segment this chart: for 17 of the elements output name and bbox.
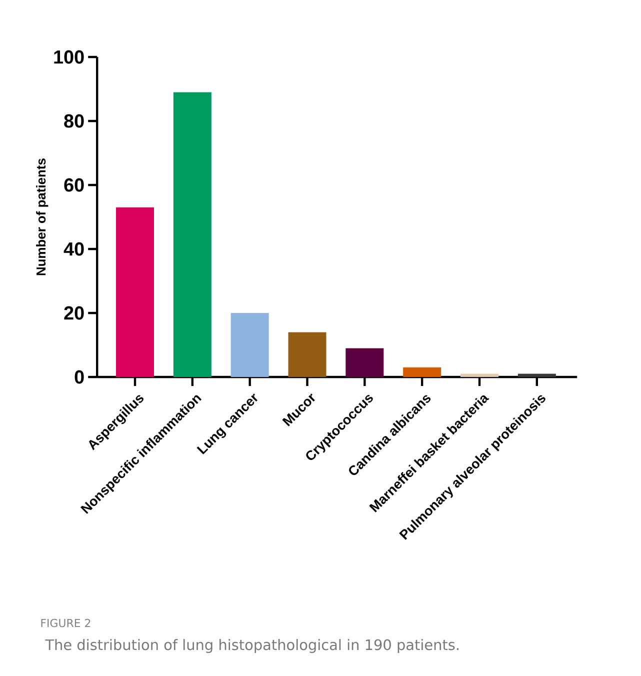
bar <box>460 374 498 378</box>
y-tick-label: 60 <box>64 178 84 192</box>
y-tick-label: 100 <box>54 50 84 64</box>
bar <box>173 92 212 378</box>
y-axis-title: Number of patients <box>36 158 48 276</box>
bar <box>288 332 326 378</box>
bar <box>116 207 154 378</box>
caption: FIGURE 2 <box>41 618 90 628</box>
y-tick-label: 80 <box>64 114 84 128</box>
y-tick-label: 20 <box>64 306 84 320</box>
bar <box>230 313 269 378</box>
bar <box>403 367 442 378</box>
text: The distribution of lung histopathological in 190 patients. <box>45 639 458 653</box>
y-tick-label: 0 <box>74 370 84 384</box>
y-tick-label: 40 <box>64 242 84 256</box>
bar <box>518 374 556 378</box>
bar <box>346 348 384 378</box>
